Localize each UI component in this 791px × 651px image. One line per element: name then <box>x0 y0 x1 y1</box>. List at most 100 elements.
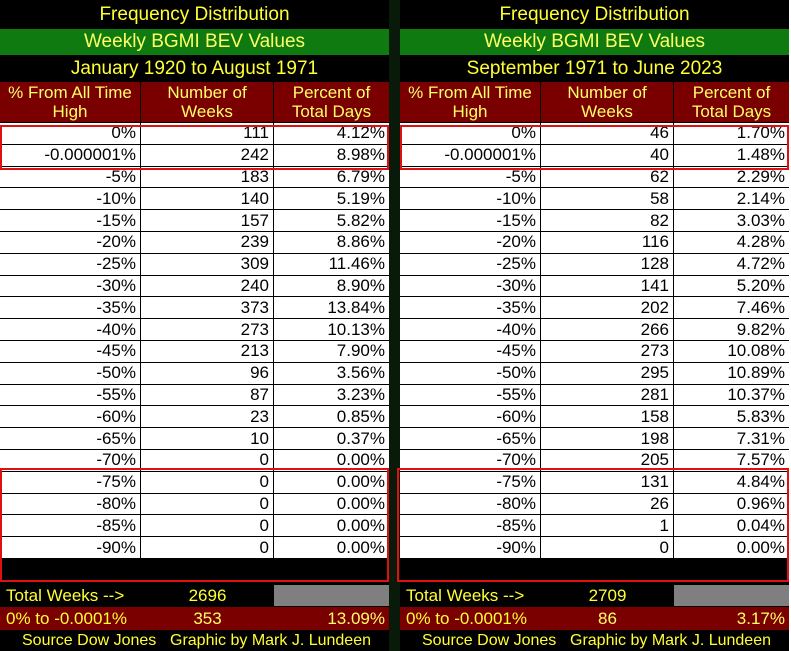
row-percent-cell: 8.86% <box>336 232 385 252</box>
row-percent-cell: 7.31% <box>736 428 785 448</box>
row-percent-cell: 10.08% <box>727 341 785 361</box>
row-weeks-cell: 40 <box>541 144 674 166</box>
total-blank-cell <box>274 585 389 606</box>
row-pct-cell: -35% <box>400 297 541 319</box>
row-percent-cell: 1.48% <box>736 145 785 165</box>
row-pct-cell: -10% <box>400 188 541 210</box>
total-weeks-row: Total Weeks --> 2709 <box>400 585 789 606</box>
table-body: 0% 46 1.70% -0.000001% 40 1.48% -5% 62 2.29% -10%… <box>400 123 789 559</box>
row-pct-cell: -45% <box>400 340 541 362</box>
table-row: -65% 198 7.31% <box>400 428 789 450</box>
table-row: -75% 131 4.84% <box>400 471 789 494</box>
table-row: -80% 0 0.00% <box>0 493 389 516</box>
table-row: -70% 0 0.00% <box>0 449 389 472</box>
row-pct-cell: -50% <box>0 362 141 384</box>
row-weeks-cell: 242 <box>141 144 274 166</box>
panel-divider <box>389 0 400 651</box>
row-percent-cell: 0.00% <box>336 515 385 535</box>
table-row: -80% 26 0.96% <box>400 493 789 516</box>
table-row: -20% 116 4.28% <box>400 231 789 254</box>
table-row: -75% 0 0.00% <box>0 471 389 494</box>
table-row: -60% 158 5.83% <box>400 406 789 429</box>
row-weeks-cell: 111 <box>141 123 274 144</box>
near-high-percent: 3.17% <box>736 608 785 628</box>
row-pct-cell: -0.000001% <box>400 144 541 166</box>
row-percent-cell: 1.70% <box>736 123 785 143</box>
table-row: -30% 141 5.20% <box>400 275 789 298</box>
row-pct-cell: -30% <box>0 275 141 297</box>
row-percent-cell: 8.90% <box>336 275 385 295</box>
table-row: -65% 10 0.37% <box>0 428 389 450</box>
row-weeks-cell: 23 <box>141 406 274 428</box>
table-body: 0% 111 4.12% -0.000001% 242 8.98% -5% 183 6.79% -… <box>0 123 389 559</box>
row-pct-cell: 0% <box>0 123 141 144</box>
table-row: -10% 140 5.19% <box>0 188 389 211</box>
total-weeks-row: Total Weeks --> 2696 <box>0 585 389 606</box>
total-weeks-label: Total Weeks --> <box>406 585 525 605</box>
header-number-of-weeks: Number of Weeks <box>541 82 673 122</box>
row-pct-cell: -10% <box>0 188 141 210</box>
row-percent-cell: 10.89% <box>727 363 785 383</box>
row-weeks-cell: 240 <box>141 275 274 297</box>
right-table-panel: Frequency Distribution Weekly BGMI BEV V… <box>397 0 789 651</box>
date-range: January 1920 to August 1971 <box>0 55 389 82</box>
row-pct-cell: -5% <box>0 166 141 188</box>
row-percent-cell: 10.13% <box>327 319 385 339</box>
table-subtitle: Weekly BGMI BEV Values <box>0 29 389 55</box>
row-percent-cell: 0.00% <box>336 472 385 492</box>
near-high-weeks: 353 <box>193 608 222 628</box>
row-percent-cell: 0.00% <box>736 537 785 557</box>
table-row: -15% 82 3.03% <box>400 210 789 232</box>
left-table-panel: Frequency Distribution Weekly BGMI BEV V… <box>0 0 389 651</box>
row-pct-cell: -80% <box>0 493 141 515</box>
row-weeks-cell: 46 <box>541 123 674 144</box>
row-pct-cell: -40% <box>0 319 141 340</box>
table-row: -0.000001% 242 8.98% <box>0 144 389 167</box>
row-percent-cell: 7.57% <box>736 450 785 470</box>
table-row: -35% 202 7.46% <box>400 297 789 320</box>
table-title: Frequency Distribution <box>0 0 389 29</box>
row-percent-cell: 0.04% <box>736 515 785 535</box>
row-percent-cell: 3.03% <box>736 210 785 230</box>
row-weeks-cell: 202 <box>541 297 674 319</box>
table-row: 0% 111 4.12% <box>0 123 389 145</box>
row-weeks-cell: 239 <box>141 231 274 253</box>
table-row: -55% 281 10.37% <box>400 384 789 407</box>
row-weeks-cell: 10 <box>141 428 274 449</box>
table-row: -0.000001% 40 1.48% <box>400 144 789 167</box>
near-high-percent: 13.09% <box>327 608 385 628</box>
row-percent-cell: 4.72% <box>736 254 785 274</box>
table-subtitle: Weekly BGMI BEV Values <box>400 29 789 55</box>
row-weeks-cell: 62 <box>541 166 674 188</box>
source-row: Source Dow Jones Graphic by Mark J. Lund… <box>400 630 789 651</box>
row-weeks-cell: 1 <box>541 515 674 537</box>
row-pct-cell: -60% <box>0 406 141 428</box>
date-range: September 1971 to June 2023 <box>400 55 789 82</box>
near-high-summary-row: 0% to -0.0001% 353 13.09% <box>0 607 389 630</box>
row-pct-cell: -65% <box>400 428 541 449</box>
header-number-of-weeks: Number of Weeks <box>141 82 273 122</box>
row-weeks-cell: 273 <box>541 340 674 362</box>
row-weeks-cell: 0 <box>141 449 274 471</box>
row-percent-cell: 13.84% <box>327 297 385 317</box>
header-percent-total-days: Percent of Total Days <box>674 82 789 122</box>
row-percent-cell: 0.96% <box>736 493 785 513</box>
row-weeks-cell: 141 <box>541 275 674 297</box>
row-weeks-cell: 131 <box>541 471 674 493</box>
row-weeks-cell: 158 <box>541 406 674 428</box>
row-pct-cell: -5% <box>400 166 541 188</box>
row-weeks-cell: 87 <box>141 384 274 406</box>
row-pct-cell: -65% <box>0 428 141 449</box>
row-percent-cell: 0.37% <box>336 428 385 448</box>
header-percent-total-days: Percent of Total Days <box>274 82 389 122</box>
table-row: -50% 295 10.89% <box>400 362 789 385</box>
row-percent-cell: 3.56% <box>336 363 385 383</box>
row-pct-cell: -15% <box>400 210 541 231</box>
table-row: -50% 96 3.56% <box>0 362 389 385</box>
row-percent-cell: 11.46% <box>328 254 385 274</box>
row-weeks-cell: 0 <box>141 537 274 558</box>
row-pct-cell: -55% <box>0 384 141 406</box>
row-weeks-cell: 213 <box>141 340 274 362</box>
table-row: -40% 273 10.13% <box>0 319 389 341</box>
table-row: -20% 239 8.86% <box>0 231 389 254</box>
